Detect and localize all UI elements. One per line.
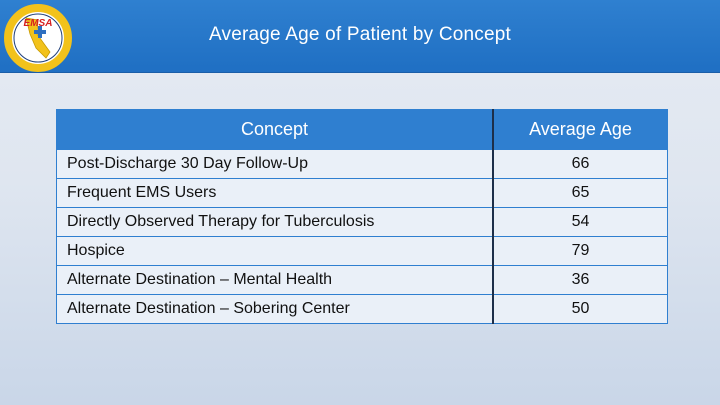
table-row: Directly Observed Therapy for Tuberculos… xyxy=(56,207,668,237)
emsa-logo: EMSA xyxy=(4,4,72,72)
average-age-cell: 65 xyxy=(492,178,668,208)
average-age-cell: 66 xyxy=(492,149,668,179)
page-title: Average Age of Patient by Concept xyxy=(208,24,511,45)
column-header-concept: Concept xyxy=(56,109,493,150)
svg-text:EMSA: EMSA xyxy=(24,18,53,29)
average-age-table-container: Concept Average Age Post-Discharge 30 Da… xyxy=(56,109,668,324)
concept-cell: Directly Observed Therapy for Tuberculos… xyxy=(56,207,493,237)
average-age-cell: 50 xyxy=(492,294,668,324)
table-row: Hospice 79 xyxy=(56,236,668,266)
concept-cell: Hospice xyxy=(56,236,493,266)
average-age-cell: 54 xyxy=(492,207,668,237)
table-row: Alternate Destination – Sobering Center … xyxy=(56,294,668,324)
table-row: Alternate Destination – Mental Health 36 xyxy=(56,265,668,295)
table-row: Post-Discharge 30 Day Follow-Up 66 xyxy=(56,149,668,179)
concept-cell: Alternate Destination – Mental Health xyxy=(56,265,493,295)
table-header-row: Concept Average Age xyxy=(56,109,668,150)
concept-cell: Frequent EMS Users xyxy=(56,178,493,208)
average-age-table: Concept Average Age Post-Discharge 30 Da… xyxy=(56,109,668,324)
concept-cell: Alternate Destination – Sobering Center xyxy=(56,294,493,324)
average-age-cell: 36 xyxy=(492,265,668,295)
table-row: Frequent EMS Users 65 xyxy=(56,178,668,208)
title-bar: EMSA Average Age of Patient by Concept xyxy=(0,0,720,73)
column-header-average-age: Average Age xyxy=(492,109,668,150)
average-age-cell: 79 xyxy=(492,236,668,266)
concept-cell: Post-Discharge 30 Day Follow-Up xyxy=(56,149,493,179)
